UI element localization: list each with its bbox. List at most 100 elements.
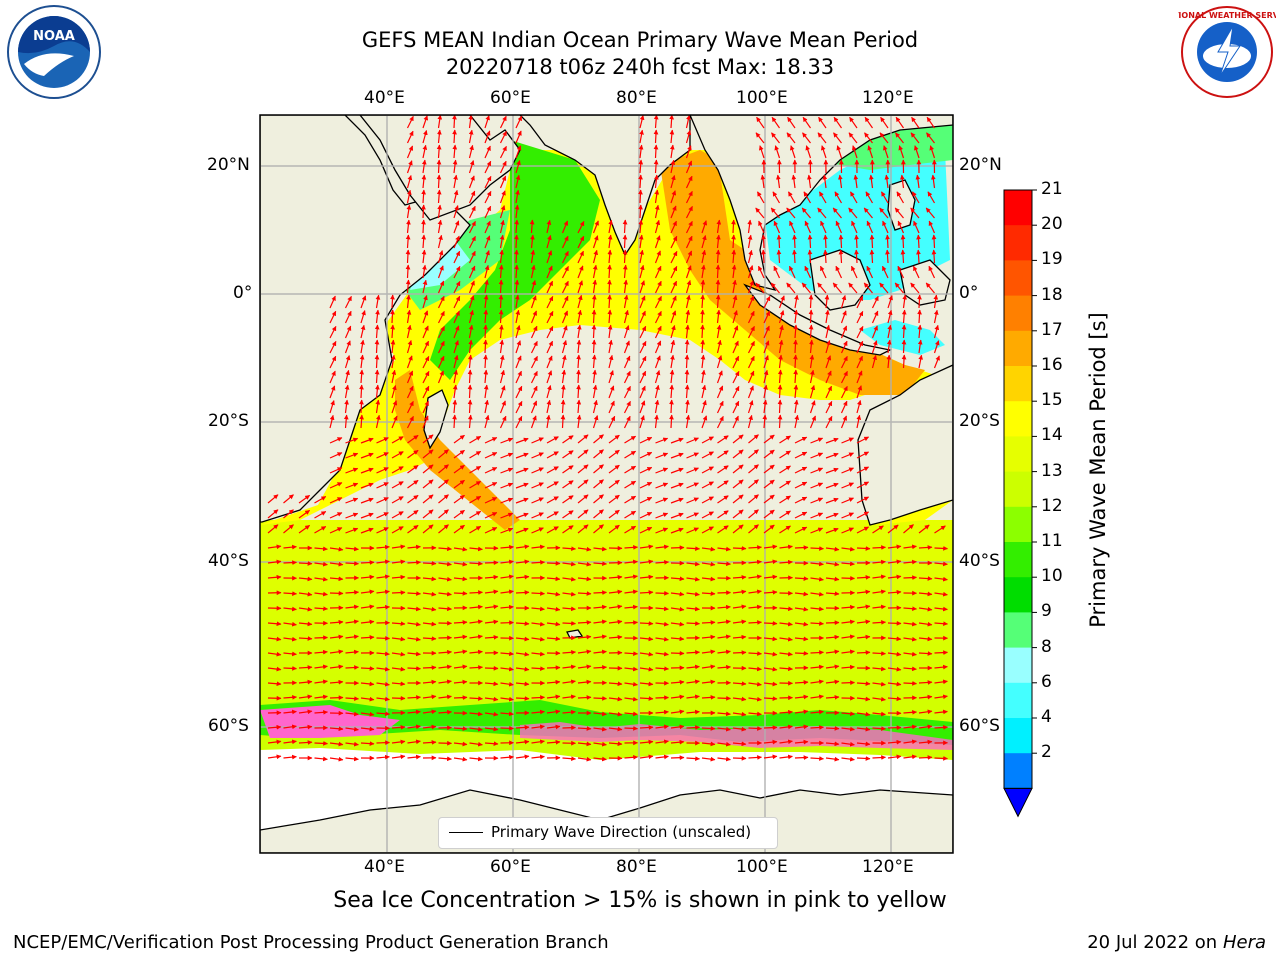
wave-arrow [391, 695, 406, 701]
wave-arrow [391, 451, 404, 459]
colorbar-tick-label: 13 [1041, 460, 1063, 481]
wave-arrow [916, 249, 921, 264]
wave-arrow [453, 280, 461, 294]
wave-arrow [438, 479, 449, 489]
wave-arrow [623, 385, 631, 399]
wave-arrow [794, 496, 808, 504]
wave-arrow [499, 145, 507, 159]
wave-arrow [840, 370, 848, 384]
wave-arrow [577, 726, 592, 731]
lat-tick-left-20s: 20°S [208, 411, 249, 431]
wave-arrow [716, 219, 722, 234]
wave-arrow [700, 264, 706, 279]
wave-arrow [865, 191, 874, 204]
colorbar-segment [1004, 330, 1032, 367]
wave-arrow [748, 755, 762, 760]
wave-arrow [546, 665, 561, 671]
wave-arrow [405, 279, 411, 294]
wave-arrow [467, 369, 473, 384]
wave-arrow [608, 400, 615, 414]
wave-arrow [933, 309, 939, 324]
wave-arrow [437, 310, 445, 324]
wave-arrow [810, 497, 824, 504]
colorbar-label: Primary Wave Mean Period [s] [1086, 312, 1110, 628]
wave-arrow [670, 545, 685, 551]
wave-arrow [792, 234, 797, 249]
wave-arrow [747, 310, 755, 324]
wave-arrow [499, 369, 506, 384]
wave-arrow [793, 354, 798, 369]
wave-arrow [422, 355, 430, 369]
wave-arrow [639, 280, 646, 294]
colorbar-extend-triangle [1003, 787, 1033, 818]
wave-arrow [732, 650, 747, 655]
wave-arrow [885, 234, 890, 249]
wave-arrow [484, 235, 491, 249]
wave-arrow [654, 325, 662, 339]
wave-arrow [577, 220, 585, 234]
wave-arrow [794, 755, 809, 760]
wave-arrow [546, 481, 559, 489]
wave-arrow [298, 494, 310, 504]
wave-arrow [561, 310, 568, 324]
wave-arrow [881, 265, 889, 279]
wave-arrow [794, 511, 808, 519]
wave-arrow [437, 355, 445, 369]
wave-arrow [360, 560, 375, 565]
wave-arrow [500, 452, 514, 459]
wave-arrow [406, 370, 414, 384]
wave-arrow [608, 434, 620, 444]
wave-arrow [654, 310, 662, 324]
map-title: GEFS MEAN Indian Ocean Primary Wave Mean… [361, 28, 919, 52]
wave-arrow [592, 384, 598, 399]
wave-arrow [453, 354, 459, 369]
wave-arrow [515, 189, 520, 204]
wave-arrow [786, 207, 796, 219]
wave-arrow [561, 250, 569, 264]
wave-arrow [515, 130, 522, 144]
wave-arrow [438, 494, 449, 504]
wave-arrow [484, 264, 490, 279]
wave-arrow [819, 265, 827, 279]
wave-arrow [500, 725, 514, 731]
wave-arrow [686, 437, 699, 444]
wave-arrow [406, 130, 414, 144]
wave-arrow [515, 174, 521, 189]
wave-arrow [391, 400, 398, 414]
wave-arrow [918, 545, 933, 550]
wave-arrow [437, 295, 445, 309]
wave-arrow [654, 265, 662, 279]
wave-arrow [407, 449, 419, 459]
wave-arrow [701, 496, 714, 504]
wave-arrow [856, 340, 864, 354]
wave-arrow [407, 464, 419, 474]
wave-arrow [793, 324, 799, 339]
wave-arrow [624, 510, 637, 519]
lon-tick-top-120: 120°E [862, 88, 914, 108]
wave-arrow [894, 207, 904, 219]
wave-arrow [685, 160, 693, 174]
colorbar-segment [1004, 718, 1032, 754]
wave-arrow [887, 324, 893, 339]
wave-arrow [405, 264, 411, 279]
wave-arrow [391, 466, 404, 474]
wave-arrow [925, 207, 935, 219]
wave-arrow [452, 399, 458, 414]
wave-arrow [329, 467, 343, 474]
wave-arrow [654, 384, 660, 399]
wave-arrow [329, 295, 336, 309]
wave-arrow [732, 294, 738, 309]
wave-arrow [607, 234, 613, 249]
wave-arrow [329, 512, 343, 519]
wave-arrow [329, 325, 337, 339]
wave-arrow [807, 249, 813, 264]
wave-arrow [468, 339, 474, 354]
wave-arrow [421, 159, 427, 174]
wave-arrow [608, 449, 620, 459]
wave-arrow [577, 509, 589, 519]
wave-arrow [314, 741, 328, 746]
wave-arrow [483, 369, 489, 384]
wave-arrow [786, 282, 796, 294]
wave-arrow [670, 280, 678, 294]
lat-tick-left-0: 0° [233, 283, 253, 303]
